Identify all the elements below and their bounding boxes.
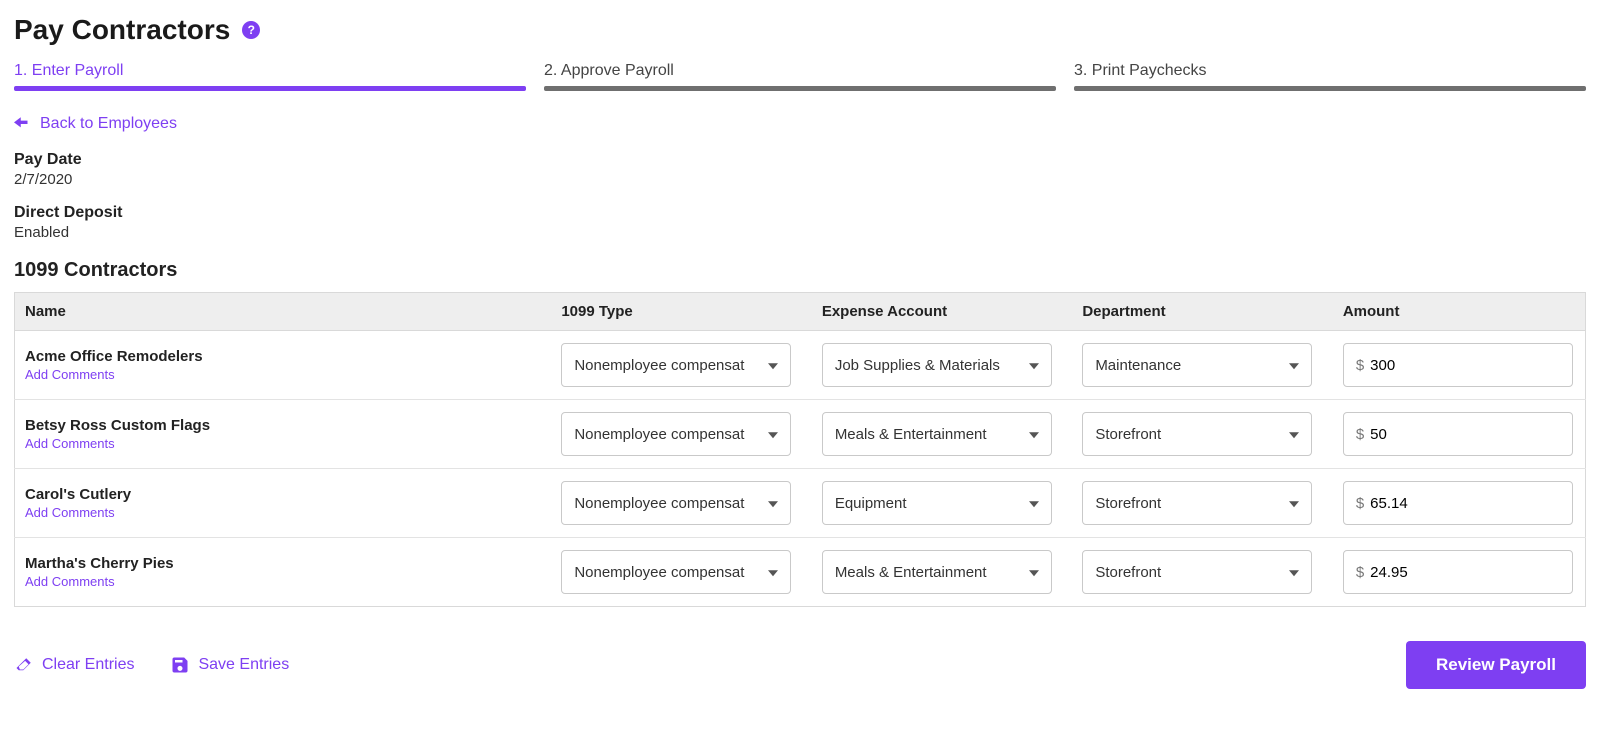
cell-name: Betsy Ross Custom Flags Add Comments	[15, 400, 552, 469]
review-payroll-button[interactable]: Review Payroll	[1406, 641, 1586, 689]
table-row: Betsy Ross Custom Flags Add Comments Nonem…	[15, 400, 1586, 469]
contractors-table: Name 1099 Type Expense Account Departmen…	[14, 292, 1586, 607]
back-to-employees-link[interactable]: Back to Employees	[14, 115, 177, 133]
step-bar	[544, 86, 1056, 91]
cell-department: Storefront	[1072, 469, 1333, 538]
expense-account-select[interactable]: Equipment	[822, 481, 1052, 525]
cell-expense-account: Job Supplies & Materials	[812, 331, 1073, 400]
add-comments-link[interactable]: Add Comments	[25, 436, 115, 451]
cell-expense-account: Meals & Entertainment	[812, 538, 1073, 607]
table-header-row: Name 1099 Type Expense Account Departmen…	[15, 293, 1586, 331]
col-name: Name	[15, 293, 552, 331]
add-comments-link[interactable]: Add Comments	[25, 367, 115, 382]
cell-department: Maintenance	[1072, 331, 1333, 400]
cell-department: Storefront	[1072, 400, 1333, 469]
table-row: Martha's Cherry Pies Add Comments Nonemplo…	[15, 538, 1586, 607]
direct-deposit-value: Enabled	[14, 224, 1586, 241]
expense-account-select[interactable]: Meals & Entertainment	[822, 412, 1052, 456]
add-comments-link[interactable]: Add Comments	[25, 574, 115, 589]
step-bar	[14, 86, 526, 91]
department-select[interactable]: Maintenance	[1082, 343, 1312, 387]
amount-input[interactable]	[1370, 495, 1560, 512]
clear-entries-label: Clear Entries	[42, 656, 134, 674]
step-print-paychecks[interactable]: 3. Print Paychecks	[1074, 62, 1586, 91]
department-select[interactable]: Storefront	[1082, 412, 1312, 456]
cell-name: Acme Office Remodelers Add Comments	[15, 331, 552, 400]
amount-input[interactable]	[1370, 426, 1560, 443]
cell-department: Storefront	[1072, 538, 1333, 607]
back-arrow-icon	[14, 117, 32, 131]
step-approve-payroll[interactable]: 2. Approve Payroll	[544, 62, 1056, 91]
amount-field[interactable]: $	[1343, 412, 1573, 456]
cell-expense-account: Equipment	[812, 469, 1073, 538]
page-title: Pay Contractors	[14, 14, 230, 46]
cell-amount: $	[1333, 400, 1586, 469]
step-label: 2. Approve Payroll	[544, 62, 1056, 80]
1099-type-select[interactable]: Nonemployee compensat	[561, 481, 791, 525]
cell-name: Martha's Cherry Pies Add Comments	[15, 538, 552, 607]
amount-input[interactable]	[1370, 564, 1560, 581]
cell-amount: $	[1333, 331, 1586, 400]
amount-field[interactable]: $	[1343, 481, 1573, 525]
col-expense: Expense Account	[812, 293, 1073, 331]
department-select[interactable]: Storefront	[1082, 550, 1312, 594]
currency-symbol: $	[1356, 564, 1364, 581]
contractor-name: Martha's Cherry Pies	[25, 555, 541, 572]
col-amount: Amount	[1333, 293, 1586, 331]
currency-symbol: $	[1356, 357, 1364, 374]
col-department: Department	[1072, 293, 1333, 331]
cell-1099-type: Nonemployee compensat	[551, 538, 812, 607]
save-entries-button[interactable]: Save Entries	[170, 655, 289, 675]
clear-entries-button[interactable]: Clear Entries	[14, 656, 134, 674]
add-comments-link[interactable]: Add Comments	[25, 505, 115, 520]
1099-type-select[interactable]: Nonemployee compensat	[561, 550, 791, 594]
help-icon[interactable]: ?	[242, 21, 260, 39]
footer-actions-left: Clear Entries Save Entries	[14, 655, 289, 675]
pay-date-block: Pay Date 2/7/2020	[14, 151, 1586, 188]
cell-1099-type: Nonemployee compensat	[551, 469, 812, 538]
department-select[interactable]: Storefront	[1082, 481, 1312, 525]
cell-1099-type: Nonemployee compensat	[551, 400, 812, 469]
cell-amount: $	[1333, 538, 1586, 607]
amount-input[interactable]	[1370, 357, 1560, 374]
save-entries-label: Save Entries	[198, 656, 289, 674]
step-enter-payroll[interactable]: 1. Enter Payroll	[14, 62, 526, 91]
direct-deposit-block: Direct Deposit Enabled	[14, 204, 1586, 241]
1099-type-select[interactable]: Nonemployee compensat	[561, 343, 791, 387]
1099-type-select[interactable]: Nonemployee compensat	[561, 412, 791, 456]
cell-expense-account: Meals & Entertainment	[812, 400, 1073, 469]
cell-name: Carol's Cutlery Add Comments	[15, 469, 552, 538]
pay-date-label: Pay Date	[14, 151, 1586, 169]
expense-account-select[interactable]: Meals & Entertainment	[822, 550, 1052, 594]
amount-field[interactable]: $	[1343, 343, 1573, 387]
contractor-name: Betsy Ross Custom Flags	[25, 417, 541, 434]
pay-date-value: 2/7/2020	[14, 171, 1586, 188]
eraser-icon	[14, 656, 34, 674]
direct-deposit-label: Direct Deposit	[14, 204, 1586, 222]
contractors-section-title: 1099 Contractors	[14, 259, 1586, 282]
col-type: 1099 Type	[551, 293, 812, 331]
currency-symbol: $	[1356, 495, 1364, 512]
step-label: 1. Enter Payroll	[14, 62, 526, 80]
cell-amount: $	[1333, 469, 1586, 538]
table-row: Carol's Cutlery Add Comments Nonemployee c…	[15, 469, 1586, 538]
page-header: Pay Contractors ?	[14, 14, 1586, 46]
wizard-steps: 1. Enter Payroll 2. Approve Payroll 3. P…	[14, 62, 1586, 91]
currency-symbol: $	[1356, 426, 1364, 443]
cell-1099-type: Nonemployee compensat	[551, 331, 812, 400]
contractor-name: Acme Office Remodelers	[25, 348, 541, 365]
expense-account-select[interactable]: Job Supplies & Materials	[822, 343, 1052, 387]
save-icon	[170, 655, 190, 675]
page-footer: Clear Entries Save Entries Review Payrol…	[14, 641, 1586, 689]
step-bar	[1074, 86, 1586, 91]
amount-field[interactable]: $	[1343, 550, 1573, 594]
step-label: 3. Print Paychecks	[1074, 62, 1586, 80]
back-link-text: Back to Employees	[40, 115, 177, 133]
table-row: Acme Office Remodelers Add Comments Nonemp…	[15, 331, 1586, 400]
contractor-name: Carol's Cutlery	[25, 486, 541, 503]
